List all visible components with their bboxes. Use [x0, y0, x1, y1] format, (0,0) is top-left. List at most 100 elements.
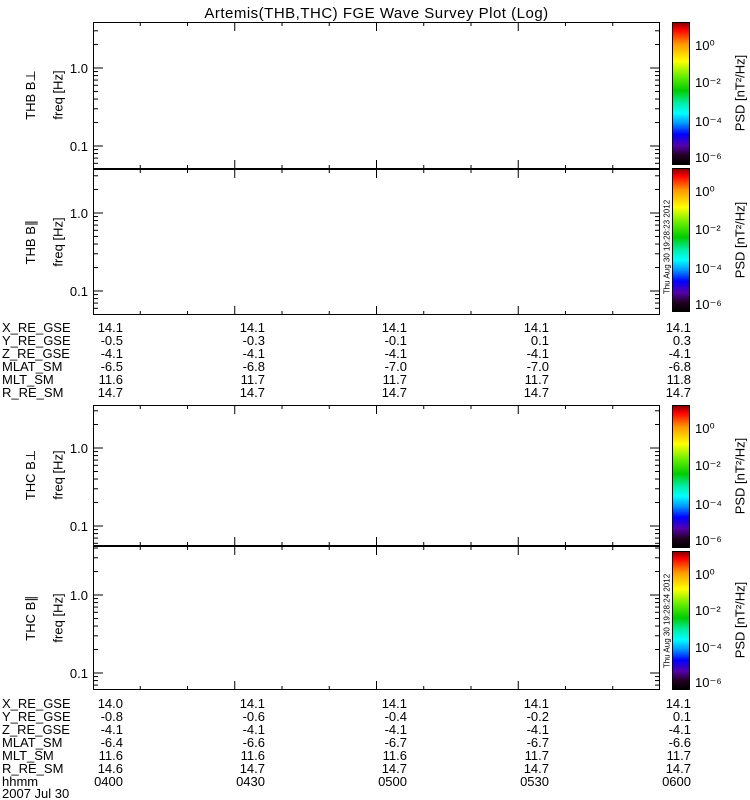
- spectrogram-panel-thc-bperp: [93, 405, 660, 546]
- freq-tick-label: 0.1: [69, 666, 88, 681]
- ephemeris-value: -6.7: [384, 735, 407, 750]
- freq-tick-label: 0.1: [69, 519, 88, 534]
- creation-timestamp-thc: Thu Aug 30 19:28:24 2012: [662, 573, 672, 669]
- ephemeris-row-label: Y_RE_GSE: [2, 709, 71, 724]
- spectrogram-panel-thb-bperp: [93, 22, 660, 169]
- psd-tick-label: 10⁰: [695, 184, 715, 200]
- ephemeris-value: -0.6: [242, 709, 265, 724]
- ephemeris-value: 11.7: [524, 372, 549, 387]
- date-label: 2007 Jul 30: [2, 786, 70, 800]
- ephemeris-value: 11.7: [240, 372, 265, 387]
- freq-tick-label: 1.0: [69, 441, 88, 456]
- freq-axis-label: freq [Hz]: [50, 217, 66, 267]
- ephemeris-value: 14.1: [665, 696, 691, 711]
- psd-axis-label: PSD [nT²/Hz]: [732, 581, 748, 659]
- ephemeris-value: 0.1: [530, 333, 549, 348]
- ephemeris-value: -4.1: [384, 346, 407, 361]
- psd-tick-label: 10⁻⁶: [695, 149, 722, 165]
- ephemeris-value: 14.0: [97, 696, 123, 711]
- ephemeris-value: -6.4: [100, 735, 123, 750]
- time-tick-label: 0500: [378, 774, 407, 789]
- psd-tick-label: 10⁰: [695, 566, 715, 582]
- ephemeris-value: 14.7: [665, 761, 691, 776]
- ephemeris-value: -4.1: [526, 346, 549, 361]
- psd-tick-label: 10⁻⁴: [695, 260, 722, 276]
- ephemeris-value: -0.4: [384, 709, 407, 724]
- ephemeris-row-label: Z_RE_GSE: [2, 722, 70, 737]
- ephemeris-value: 14.1: [97, 320, 123, 335]
- psd-axis-label: PSD [nT²/Hz]: [732, 437, 748, 515]
- psd-axis-label: PSD [nT²/Hz]: [732, 201, 748, 279]
- ephemeris-value: -6.6: [242, 735, 265, 750]
- ephemeris-value: -4.1: [668, 722, 691, 737]
- ephemeris-value: 14.1: [381, 696, 407, 711]
- ephemeris-value: -0.2: [526, 709, 549, 724]
- ephemeris-value: -4.1: [384, 722, 407, 737]
- spectrogram-panel-thc-bpar: [93, 546, 660, 690]
- ephemeris-value: -7.0: [526, 359, 549, 374]
- ephemeris-row-label: R_RE_SM: [2, 761, 64, 776]
- panel-label-thb-bperp: THB B⊥: [23, 70, 38, 120]
- ephemeris-value: -4.1: [668, 346, 691, 361]
- plot-title: Artemis(THB,THC) FGE Wave Survey Plot (L…: [204, 5, 549, 22]
- ephemeris-value: -4.1: [242, 722, 265, 737]
- ephemeris-value: 14.7: [665, 385, 691, 400]
- freq-tick-label: 1.0: [69, 206, 88, 221]
- ephemeris-value: -0.1: [384, 333, 407, 348]
- axes-ticks: [93, 22, 660, 169]
- time-axis-label: hhmm: [2, 774, 39, 789]
- ephemeris-value: 14.6: [97, 761, 123, 776]
- spectrogram-panel-thb-bpar: [93, 169, 660, 315]
- ephemeris-value: 14.1: [381, 320, 407, 335]
- ephemeris-row-label: MLT_SM: [2, 748, 54, 763]
- ephemeris-value: 11.6: [382, 748, 407, 763]
- ephemeris-row-label: MLAT_SM: [2, 735, 63, 750]
- axes-ticks: [93, 169, 660, 315]
- axes-ticks: [93, 546, 660, 690]
- creation-timestamp-thb: Thu Aug 30 19:28:23 2012: [662, 199, 672, 295]
- ephemeris-value: 0.3: [672, 333, 691, 348]
- ephemeris-value: 14.1: [239, 320, 265, 335]
- psd-tick-label: 10⁰: [695, 38, 715, 54]
- psd-tick-label: 10⁻⁴: [695, 114, 722, 130]
- freq-tick-label: 1.0: [69, 588, 88, 603]
- psd-tick-label: 10⁻⁶: [695, 675, 722, 691]
- psd-tick-label: 10⁻⁴: [695, 497, 722, 513]
- psd-tick-label: 10⁻²: [695, 221, 721, 237]
- ephemeris-value: -7.0: [384, 359, 407, 374]
- ephemeris-value: -0.8: [100, 709, 123, 724]
- ephemeris-value: 14.1: [239, 696, 265, 711]
- psd-tick-label: 10⁻²: [695, 75, 721, 91]
- psd-tick-label: 10⁻⁴: [695, 640, 722, 656]
- ephemeris-row-label: R_RE_SM: [2, 385, 64, 400]
- time-tick-label: 0430: [236, 774, 265, 789]
- ephemeris-value: 11.6: [98, 372, 123, 387]
- ephemeris-value: -6.7: [526, 735, 549, 750]
- psd-axis-label: PSD [nT²/Hz]: [732, 54, 748, 132]
- ephemeris-value: 14.7: [239, 385, 265, 400]
- freq-axis-label: freq [Hz]: [50, 450, 66, 500]
- ephemeris-value: 14.7: [97, 385, 123, 400]
- ephemeris-row-label: X_RE_GSE: [2, 320, 71, 335]
- freq-tick-label: 0.1: [69, 139, 88, 154]
- ephemeris-value: 11.8: [666, 372, 691, 387]
- psd-colorbar-thc-bperp: [672, 405, 690, 548]
- time-tick-label: 0530: [520, 774, 549, 789]
- ephemeris-value: -0.3: [242, 333, 265, 348]
- panel-label-thc-bperp: THC B⊥: [23, 449, 38, 501]
- ephemeris-value: -4.1: [100, 346, 123, 361]
- freq-tick-label: 1.0: [69, 61, 88, 76]
- psd-tick-label: 10⁻⁶: [695, 296, 722, 312]
- ephemeris-value: 11.6: [98, 748, 123, 763]
- ephemeris-row-label: X_RE_GSE: [2, 696, 71, 711]
- psd-colorbar-thc-bpar: [672, 551, 690, 690]
- time-tick-label: 0400: [94, 774, 123, 789]
- ephemeris-row-label: MLAT_SM: [2, 359, 63, 374]
- ephemeris-row-label: MLT_SM: [2, 372, 54, 387]
- ephemeris-value: -6.8: [668, 359, 691, 374]
- ephemeris-value: 14.7: [381, 761, 407, 776]
- ephemeris-value: 0.1: [672, 709, 691, 724]
- ephemeris-value: 11.7: [524, 748, 549, 763]
- ephemeris-value: 11.7: [666, 748, 691, 763]
